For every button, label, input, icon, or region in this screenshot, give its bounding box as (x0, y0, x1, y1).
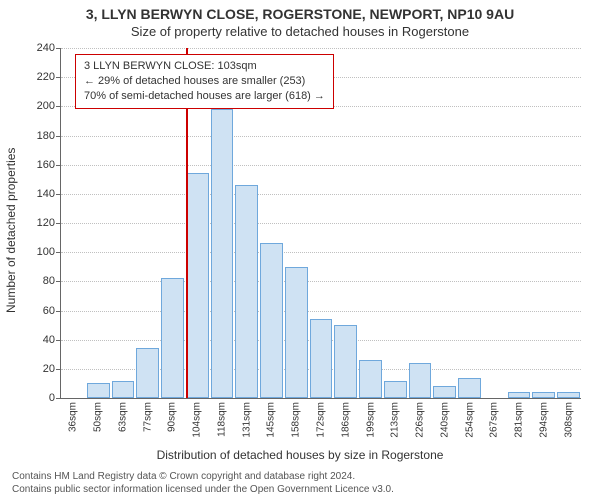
histogram-bar (532, 392, 555, 398)
ytick-mark (56, 106, 61, 107)
footer-line-1: Contains HM Land Registry data © Crown c… (12, 470, 394, 483)
xtick-label: 226sqm (415, 402, 426, 438)
xtick-label: 240sqm (439, 402, 450, 438)
xtick-label: 308sqm (563, 402, 574, 438)
ytick-mark (56, 369, 61, 370)
chart-title-address: 3, LLYN BERWYN CLOSE, ROGERSTONE, NEWPOR… (0, 6, 600, 22)
ytick-mark (56, 223, 61, 224)
xtick-label: 213sqm (390, 402, 401, 438)
histogram-bar (334, 325, 357, 398)
ytick-label: 200 (37, 100, 55, 112)
ytick-label: 0 (49, 392, 55, 404)
ytick-label: 100 (37, 246, 55, 258)
xtick-label: 77sqm (142, 402, 153, 432)
xtick-label: 186sqm (340, 402, 351, 438)
ytick-mark (56, 311, 61, 312)
xtick-label: 172sqm (316, 402, 327, 438)
histogram-bar (433, 386, 456, 398)
gridline (61, 48, 581, 49)
attribution-footer: Contains HM Land Registry data © Crown c… (12, 470, 394, 496)
histogram-bar (458, 378, 481, 398)
annotation-box: 3 LLYN BERWYN CLOSE: 103sqm← 29% of deta… (75, 54, 334, 109)
histogram-bar (557, 392, 580, 398)
gridline (61, 281, 581, 282)
ytick-label: 120 (37, 217, 55, 229)
ytick-label: 40 (43, 334, 55, 346)
histogram-bar (508, 392, 531, 398)
ytick-mark (56, 252, 61, 253)
gridline (61, 252, 581, 253)
histogram-bar (384, 381, 407, 399)
histogram-bar (87, 383, 110, 398)
xtick-label: 199sqm (365, 402, 376, 438)
gridline (61, 223, 581, 224)
xtick-label: 281sqm (514, 402, 525, 438)
ytick-mark (56, 194, 61, 195)
annotation-line: 70% of semi-detached houses are larger (… (84, 89, 325, 104)
gridline (61, 136, 581, 137)
ytick-label: 80 (43, 275, 55, 287)
ytick-mark (56, 48, 61, 49)
footer-line-2: Contains public sector information licen… (12, 483, 394, 496)
xtick-label: 158sqm (291, 402, 302, 438)
annotation-line: 3 LLYN BERWYN CLOSE: 103sqm (84, 59, 325, 74)
annotation-line: ← 29% of detached houses are smaller (25… (84, 74, 325, 89)
ytick-label: 140 (37, 188, 55, 200)
ytick-label: 60 (43, 305, 55, 317)
histogram-bar (409, 363, 432, 398)
ytick-mark (56, 165, 61, 166)
xtick-label: 294sqm (538, 402, 549, 438)
xtick-label: 50sqm (93, 402, 104, 432)
ytick-label: 220 (37, 71, 55, 83)
histogram-bar (310, 319, 333, 398)
ytick-label: 160 (37, 159, 55, 171)
histogram-bar (112, 381, 135, 399)
xtick-label: 36sqm (68, 402, 79, 432)
histogram-bar (359, 360, 382, 398)
xtick-label: 90sqm (167, 402, 178, 432)
histogram-bar (136, 348, 159, 398)
ytick-mark (56, 398, 61, 399)
histogram-bar (161, 278, 184, 398)
ytick-mark (56, 136, 61, 137)
ytick-label: 20 (43, 363, 55, 375)
xtick-label: 63sqm (117, 402, 128, 432)
ytick-label: 180 (37, 130, 55, 142)
chart-title-desc: Size of property relative to detached ho… (0, 24, 600, 39)
histogram-bar (260, 243, 283, 398)
xtick-label: 145sqm (266, 402, 277, 438)
xtick-label: 104sqm (192, 402, 203, 438)
x-axis-label: Distribution of detached houses by size … (0, 448, 600, 462)
gridline (61, 311, 581, 312)
histogram-bar (211, 109, 234, 398)
ytick-mark (56, 281, 61, 282)
histogram-bar (285, 267, 308, 398)
ytick-mark (56, 77, 61, 78)
xtick-label: 118sqm (216, 402, 227, 437)
xtick-label: 131sqm (241, 402, 252, 438)
xtick-label: 254sqm (464, 402, 475, 438)
gridline (61, 194, 581, 195)
ytick-mark (56, 340, 61, 341)
histogram-bar (235, 185, 258, 398)
histogram-bar (186, 173, 209, 398)
y-axis-label: Number of detached properties (4, 148, 18, 313)
gridline (61, 165, 581, 166)
ytick-label: 240 (37, 42, 55, 54)
xtick-label: 267sqm (489, 402, 500, 438)
